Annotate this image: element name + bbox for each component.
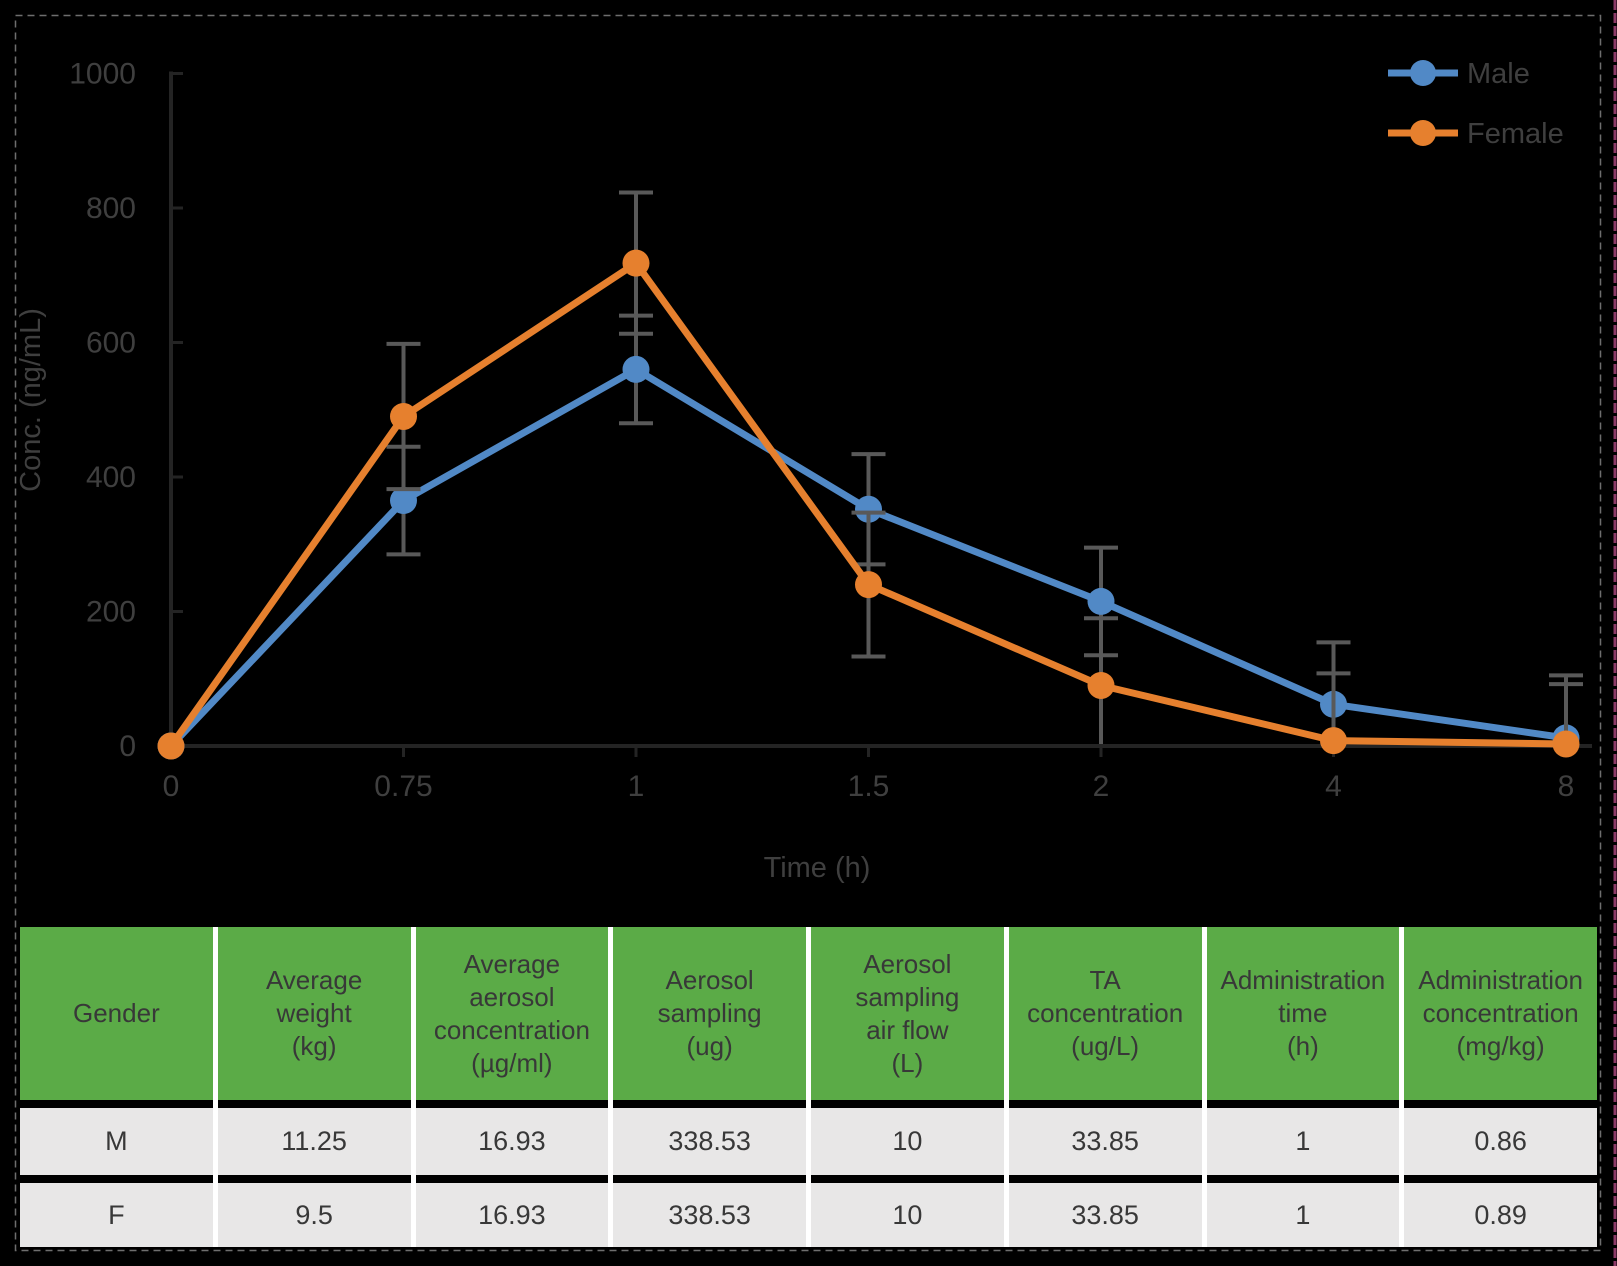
y-tick-label: 800	[86, 192, 136, 225]
table-cell: 0.89	[1404, 1183, 1597, 1247]
header-cell-aerosol-sampling: Aerosol sampling (ug)	[613, 927, 806, 1100]
x-tick-label: 0.75	[374, 770, 432, 803]
table-cell: 0.86	[1404, 1108, 1597, 1175]
legend-label: Female	[1467, 118, 1564, 150]
y-tick-label: 1000	[69, 58, 136, 91]
data-point-marker	[390, 402, 417, 430]
x-tick-label: 1.5	[848, 770, 890, 803]
data-point-marker	[1087, 587, 1115, 615]
header-cell-administration-concentration: Administration concentration (mg/kg)	[1404, 927, 1597, 1100]
header-cell-average-weight: Average weight (kg)	[217, 927, 411, 1100]
y-axis-title: Conc. (ng/mL)	[15, 308, 47, 492]
y-tick-label: 600	[86, 327, 136, 360]
legend-label: Male	[1467, 58, 1530, 90]
y-tick-label: 200	[86, 596, 136, 629]
table-column-gender: Gender M F	[20, 927, 213, 1247]
table-column-ta-concentration: TA concentration (ug/L) 33.85 33.85	[1008, 927, 1202, 1247]
legend-marker-dot	[1410, 120, 1436, 146]
data-point-marker	[1552, 730, 1580, 758]
data-point-marker	[1320, 727, 1347, 755]
table-column-average-weight: Average weight (kg) 11.25 9.5	[217, 927, 411, 1247]
x-tick-label: 0	[163, 770, 180, 803]
table-column-aerosol-sampling: Aerosol sampling (ug) 338.53 338.53	[613, 927, 806, 1247]
table-cell: 16.93	[415, 1183, 609, 1247]
data-point-marker	[622, 355, 650, 383]
legend-item-male: Male	[1388, 58, 1530, 90]
table-cell: 11.25	[217, 1108, 411, 1175]
y-tick-label: 0	[119, 730, 136, 763]
data-point-marker	[157, 732, 185, 760]
y-tick-label: 400	[86, 461, 136, 494]
table-column-administration-concentration: Administration concentration (mg/kg) 0.8…	[1404, 927, 1597, 1247]
table-cell: 1	[1206, 1183, 1400, 1247]
table-cell: F	[20, 1183, 213, 1247]
header-cell-aerosol-sampling-air-flow: Aerosol sampling air flow (L)	[811, 927, 1004, 1100]
header-cell-ta-concentration: TA concentration (ug/L)	[1008, 927, 1202, 1100]
table-column-administration-time: Administration time (h) 1 1	[1206, 927, 1400, 1247]
data-point-marker	[1087, 671, 1115, 699]
table-cell: 10	[811, 1183, 1004, 1247]
table-cell: 9.5	[217, 1183, 411, 1247]
table-cell: 33.85	[1008, 1108, 1202, 1175]
table-cell: 16.93	[415, 1108, 609, 1175]
data-point-marker	[855, 571, 882, 599]
x-tick-label: 4	[1325, 770, 1342, 803]
table-cell: 1	[1206, 1108, 1400, 1175]
x-tick-label: 8	[1558, 770, 1575, 803]
table-column-aerosol-sampling-air-flow: Aerosol sampling air flow (L) 10 10	[811, 927, 1004, 1247]
header-cell-gender: Gender	[20, 927, 213, 1100]
legend-item-female: Female	[1388, 118, 1564, 150]
table-cell: 338.53	[613, 1108, 806, 1175]
concentration-time-chart: 0 200 400 600 800 1000 0 0.75 1 1.5 2 4 8 Male Female T…	[15, 58, 1592, 884]
parameters-table: Gender M F Average weight (kg) 11.25 9.5…	[20, 927, 1597, 1247]
legend-marker-dot	[1410, 60, 1436, 86]
table-column-average-aerosol-concentration: Average aerosol concentration (µg/ml) 16…	[415, 927, 609, 1247]
x-axis-title: Time (h)	[764, 852, 871, 884]
header-cell-administration-time: Administration time (h)	[1206, 927, 1400, 1100]
table-cell: 33.85	[1008, 1183, 1202, 1247]
table-cell: M	[20, 1108, 213, 1175]
table-cell: 10	[811, 1108, 1004, 1175]
x-tick-label: 2	[1093, 770, 1110, 803]
table-cell: 338.53	[613, 1183, 806, 1247]
x-tick-label: 1	[628, 770, 645, 803]
data-point-marker	[622, 249, 650, 277]
header-cell-average-aerosol-concentration: Average aerosol concentration (µg/ml)	[415, 927, 609, 1100]
